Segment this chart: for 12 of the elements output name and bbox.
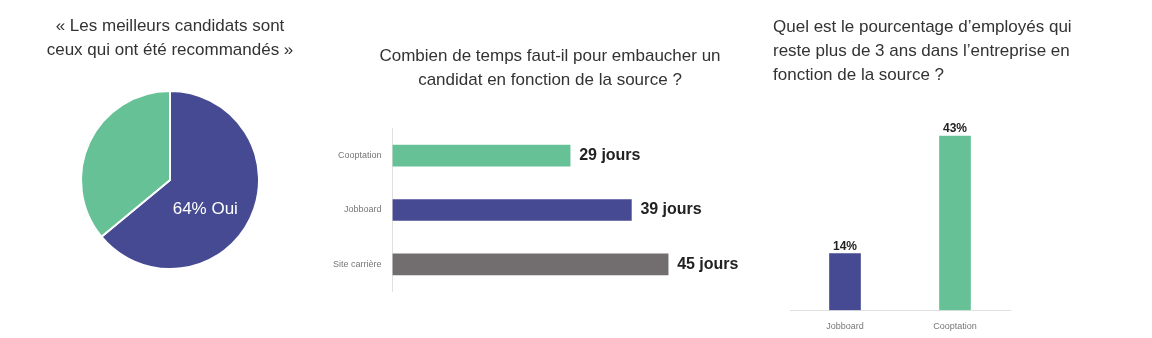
y-tick-label: Cooptation: [337, 150, 382, 161]
chart-title: Combien de temps faut-il pour embaucher un candidat en fonction de la source ?: [378, 45, 722, 91]
y-tick-label: Site carrière: [333, 258, 382, 269]
chart-title: Quel est le pourcentage d’employés qui reste plus de 3 ans dans l’entreprise en fonction de la source ?: [773, 16, 1073, 86]
chart-title: « Les meilleurs candidats sont ceux qui ont été recommandés »: [45, 15, 295, 61]
data-label: 64% Oui: [172, 198, 238, 218]
y-tick-label: Jobboard: [343, 204, 382, 215]
data-label: 29 jours: [579, 146, 641, 164]
data-label: 45 jours: [677, 254, 739, 272]
data-label: 14%: [832, 238, 858, 253]
data-label: 39 jours: [640, 200, 702, 218]
data-label: 43%: [942, 121, 968, 136]
